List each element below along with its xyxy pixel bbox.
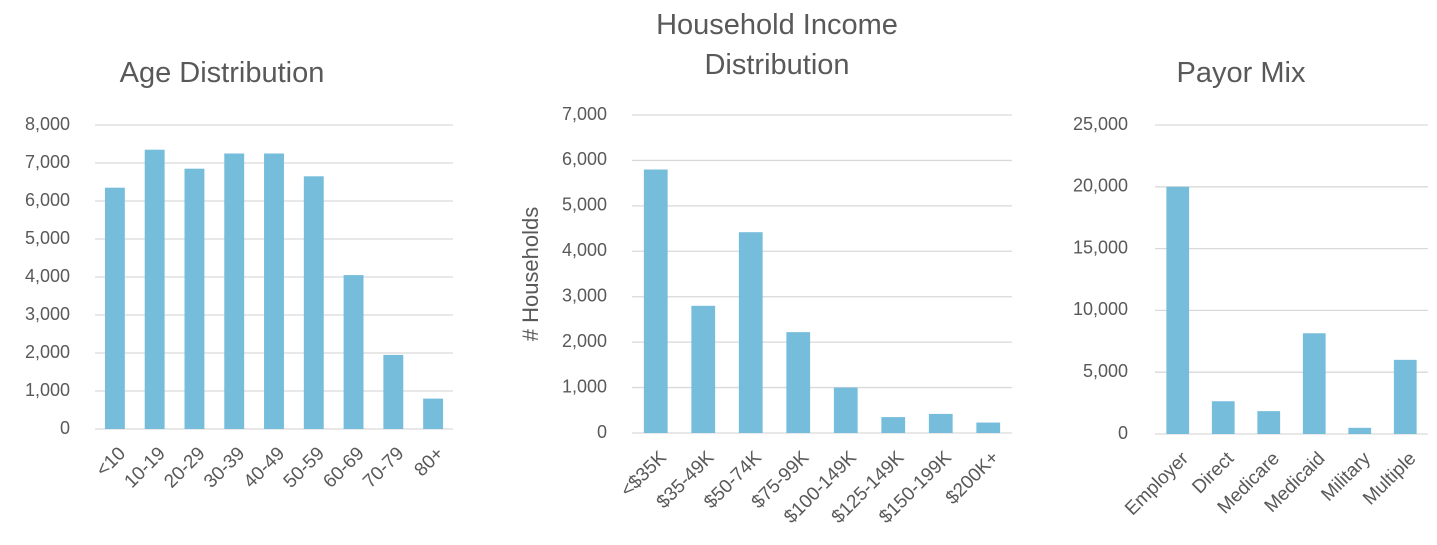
bar bbox=[738, 232, 763, 433]
y-tick-label: 6,000 bbox=[25, 190, 70, 210]
bar bbox=[1302, 333, 1326, 434]
x-tick-label: Employer bbox=[1121, 448, 1193, 520]
y-tick-label: 1,000 bbox=[25, 380, 70, 400]
x-tick-label: 60-69 bbox=[319, 443, 368, 492]
y-tick-label: 20,000 bbox=[1073, 176, 1128, 196]
bar bbox=[343, 275, 364, 429]
y-tick-label: 4,000 bbox=[25, 266, 70, 286]
x-tick-label: 50-59 bbox=[280, 443, 329, 492]
bar bbox=[1348, 427, 1372, 434]
bar bbox=[976, 422, 1001, 433]
y-tick-label: 5,000 bbox=[1083, 361, 1128, 381]
x-tick-label: $200K+ bbox=[942, 447, 1004, 509]
bar bbox=[383, 354, 404, 429]
y-tick-label: 8,000 bbox=[25, 114, 70, 134]
y-tick-label: 3,000 bbox=[25, 304, 70, 324]
y-tick-label: 25,000 bbox=[1073, 114, 1128, 134]
bar bbox=[224, 153, 245, 429]
x-tick-label: 30-39 bbox=[200, 443, 249, 492]
bar bbox=[786, 332, 811, 433]
y-tick-label: 2,000 bbox=[562, 331, 607, 351]
bar bbox=[104, 187, 125, 429]
x-tick-label: 80+ bbox=[411, 443, 449, 481]
y-tick-label: 15,000 bbox=[1073, 237, 1128, 257]
y-tick-label: 6,000 bbox=[562, 149, 607, 169]
y-tick-label: 0 bbox=[597, 422, 607, 442]
bar bbox=[928, 413, 953, 433]
bar bbox=[1211, 401, 1235, 434]
bar bbox=[881, 417, 906, 433]
y-tick-label: 1,000 bbox=[562, 376, 607, 396]
chart-title: Household Income Distribution bbox=[656, 9, 898, 81]
y-tick-label: 5,000 bbox=[25, 228, 70, 248]
x-tick-label: 40-49 bbox=[240, 443, 289, 492]
chart-title: Payor Mix bbox=[1176, 57, 1306, 89]
y-tick-label: 10,000 bbox=[1073, 299, 1128, 319]
y-tick-label: 2,000 bbox=[25, 342, 70, 362]
y-tick-label: 3,000 bbox=[562, 285, 607, 305]
bar bbox=[264, 153, 284, 429]
bar bbox=[303, 176, 324, 429]
x-tick-label: 70-79 bbox=[359, 443, 408, 492]
x-tick-label: 10-19 bbox=[121, 443, 170, 492]
bar bbox=[144, 149, 165, 429]
bar bbox=[833, 387, 858, 433]
chart-title: Age Distribution bbox=[119, 57, 325, 89]
bar bbox=[691, 305, 716, 433]
y-tick-label: 0 bbox=[60, 418, 70, 438]
y-tick-label: 0 bbox=[1118, 423, 1128, 443]
bar bbox=[1393, 359, 1417, 434]
y-tick-label: 7,000 bbox=[25, 152, 70, 172]
y-axis-label: # Households bbox=[518, 207, 543, 342]
x-tick-label: 20-29 bbox=[160, 443, 209, 492]
y-tick-label: 7,000 bbox=[562, 104, 607, 124]
bar bbox=[184, 168, 205, 429]
y-tick-label: 4,000 bbox=[562, 240, 607, 260]
bar bbox=[423, 398, 444, 429]
bar bbox=[643, 169, 668, 433]
y-tick-label: 5,000 bbox=[562, 195, 607, 215]
bar bbox=[1257, 411, 1281, 434]
bar bbox=[1166, 186, 1190, 434]
